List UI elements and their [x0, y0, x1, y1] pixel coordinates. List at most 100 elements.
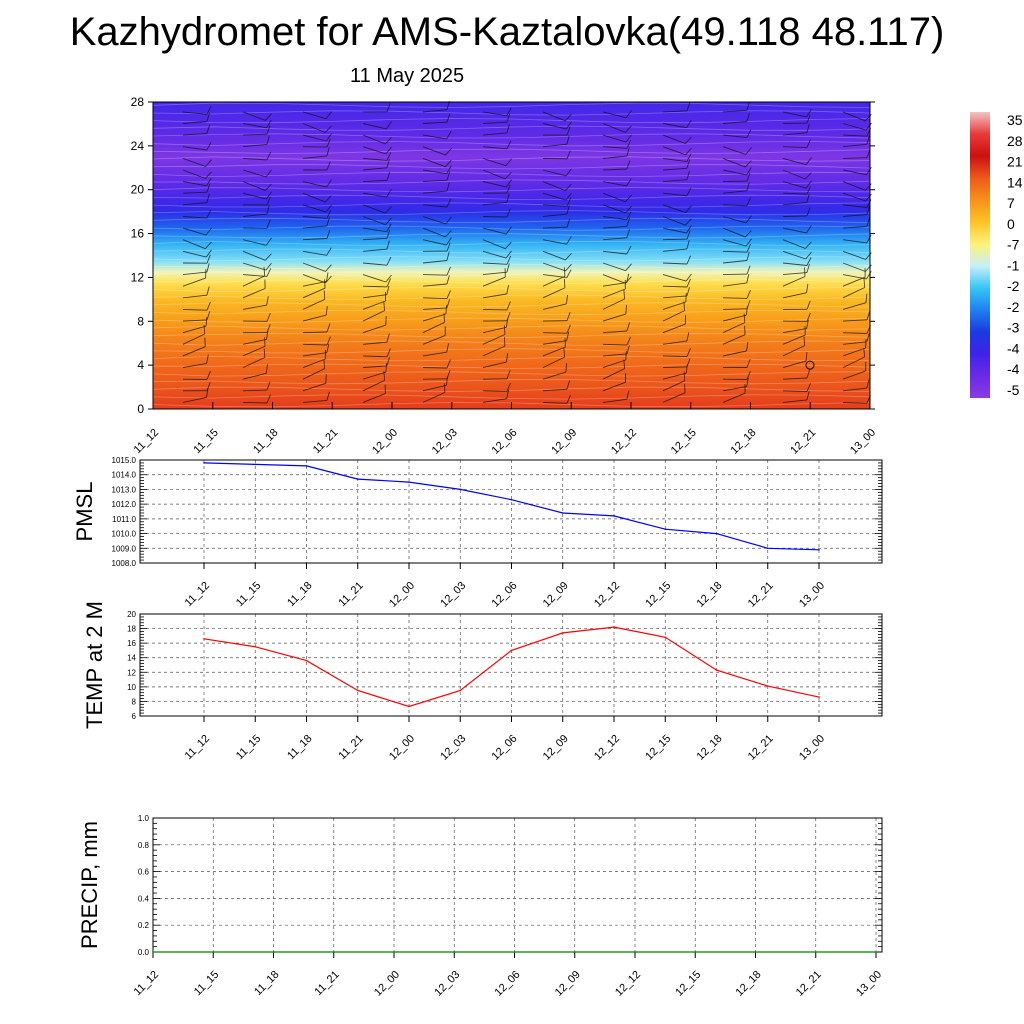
wind-barb	[242, 239, 267, 246]
x-tick-label: 11_21	[336, 580, 366, 610]
wind-barb	[482, 262, 508, 265]
data-point	[152, 951, 154, 953]
wind-barb	[842, 225, 867, 229]
wind-barb	[482, 326, 507, 334]
x-tick-label: 12_18	[734, 969, 764, 999]
wind-barb	[602, 204, 626, 214]
wind-barb-flag	[383, 301, 386, 311]
wind-barb-flag	[686, 358, 691, 368]
wind-barb-flag	[386, 348, 391, 357]
wind-barb-flag	[444, 230, 452, 238]
wind-barb	[182, 191, 208, 194]
wind-barb-flag	[866, 166, 872, 176]
y-tick-label: 1009.0	[112, 544, 137, 553]
wind-barb	[722, 109, 747, 113]
wind-barb	[602, 192, 626, 203]
wind-barb-flag	[326, 247, 332, 256]
wind-barb-flag	[625, 134, 632, 143]
wind-barb	[542, 401, 568, 404]
wind-barb-flag	[685, 205, 692, 213]
wind-barb	[302, 382, 326, 392]
wind-barb	[542, 181, 566, 192]
y-tick-label: 12	[127, 668, 136, 677]
wind-barb-flag	[745, 215, 752, 224]
wind-barb-flag	[746, 181, 750, 191]
colorbar: 35 28 21 14 7 0 -7 -1 -2 -2 -3 -4 -4 -5	[970, 112, 1023, 398]
wind-barb-flag	[626, 390, 630, 400]
wind-barb	[422, 216, 446, 225]
wind-barb	[242, 389, 268, 392]
wind-barb-flag	[626, 178, 632, 187]
wind-barb	[542, 213, 567, 217]
x-tick-label: 12_15	[643, 580, 673, 610]
wind-barb-flag	[566, 121, 572, 130]
wind-barb	[782, 111, 807, 118]
y-tick-label: 20	[127, 610, 136, 619]
wind-barb	[242, 192, 267, 200]
wind-barb	[542, 274, 567, 279]
wind-barb-flag	[746, 300, 751, 309]
wind-barb-flag	[506, 208, 511, 218]
wind-barb	[482, 181, 507, 188]
y-tick-label: 1008.0	[112, 559, 137, 568]
wind-barb	[182, 157, 206, 167]
wind-barb	[722, 350, 747, 357]
x-tick-label: 12_21	[788, 427, 818, 457]
wind-barb	[362, 157, 387, 161]
wind-barb	[302, 216, 327, 219]
y-tick-label: 4	[137, 358, 144, 372]
wind-barb-flag	[866, 135, 870, 145]
wind-barb	[362, 216, 386, 226]
wind-barb-flag	[326, 161, 331, 171]
isoline	[152, 110, 871, 116]
wind-barb-flag	[506, 370, 511, 379]
wind-barb-flag	[323, 359, 326, 369]
wind-barb	[242, 372, 267, 380]
wind-barb-flag	[326, 272, 329, 282]
wind-barb-flag	[446, 165, 452, 174]
wind-barb-flag	[563, 267, 566, 277]
wind-barb-flag	[863, 348, 866, 358]
wind-barb	[842, 276, 866, 287]
wind-barb-flag	[325, 204, 332, 213]
wind-barb	[482, 250, 507, 259]
wind-barb	[362, 227, 387, 233]
wind-barb	[182, 239, 206, 250]
data-point	[875, 951, 877, 953]
wind-barb-flag	[683, 301, 686, 311]
y-axis-label: TEMP at 2 M	[82, 601, 107, 729]
chart-subtitle: 11 May 2025	[350, 65, 465, 87]
wind-barb	[662, 227, 687, 234]
isoline	[152, 325, 871, 331]
wind-barb-flag	[686, 170, 690, 180]
wind-barb	[302, 368, 325, 380]
colorbar-label: 21	[1007, 154, 1023, 170]
isoline	[152, 379, 871, 385]
wind-barb-flag	[326, 210, 332, 219]
wind-barb	[182, 277, 206, 287]
wind-barb	[302, 225, 327, 229]
wind-barb	[782, 250, 806, 260]
data-point	[767, 547, 769, 550]
isoline	[152, 348, 871, 354]
data-point	[393, 951, 395, 953]
wind-barb	[842, 181, 866, 191]
wind-barb-flag	[626, 336, 631, 346]
wind-barb	[242, 401, 268, 404]
wind-barb-flag	[205, 249, 212, 258]
wind-barb	[182, 227, 207, 236]
wind-barb	[722, 314, 747, 322]
wind-barb	[362, 310, 385, 322]
wind-barb-flag	[206, 263, 210, 273]
wind-barb-flag	[566, 218, 571, 228]
wind-barb-flag	[806, 283, 809, 293]
wind-barb	[722, 169, 747, 176]
wind-barb	[782, 239, 806, 249]
y-tick-label: 12	[131, 270, 145, 284]
wind-barb	[662, 216, 686, 226]
wind-barb-flag	[625, 194, 632, 203]
wind-barb-flag	[685, 292, 687, 303]
wind-barb	[602, 225, 627, 229]
wind-barb-flag	[564, 113, 572, 122]
